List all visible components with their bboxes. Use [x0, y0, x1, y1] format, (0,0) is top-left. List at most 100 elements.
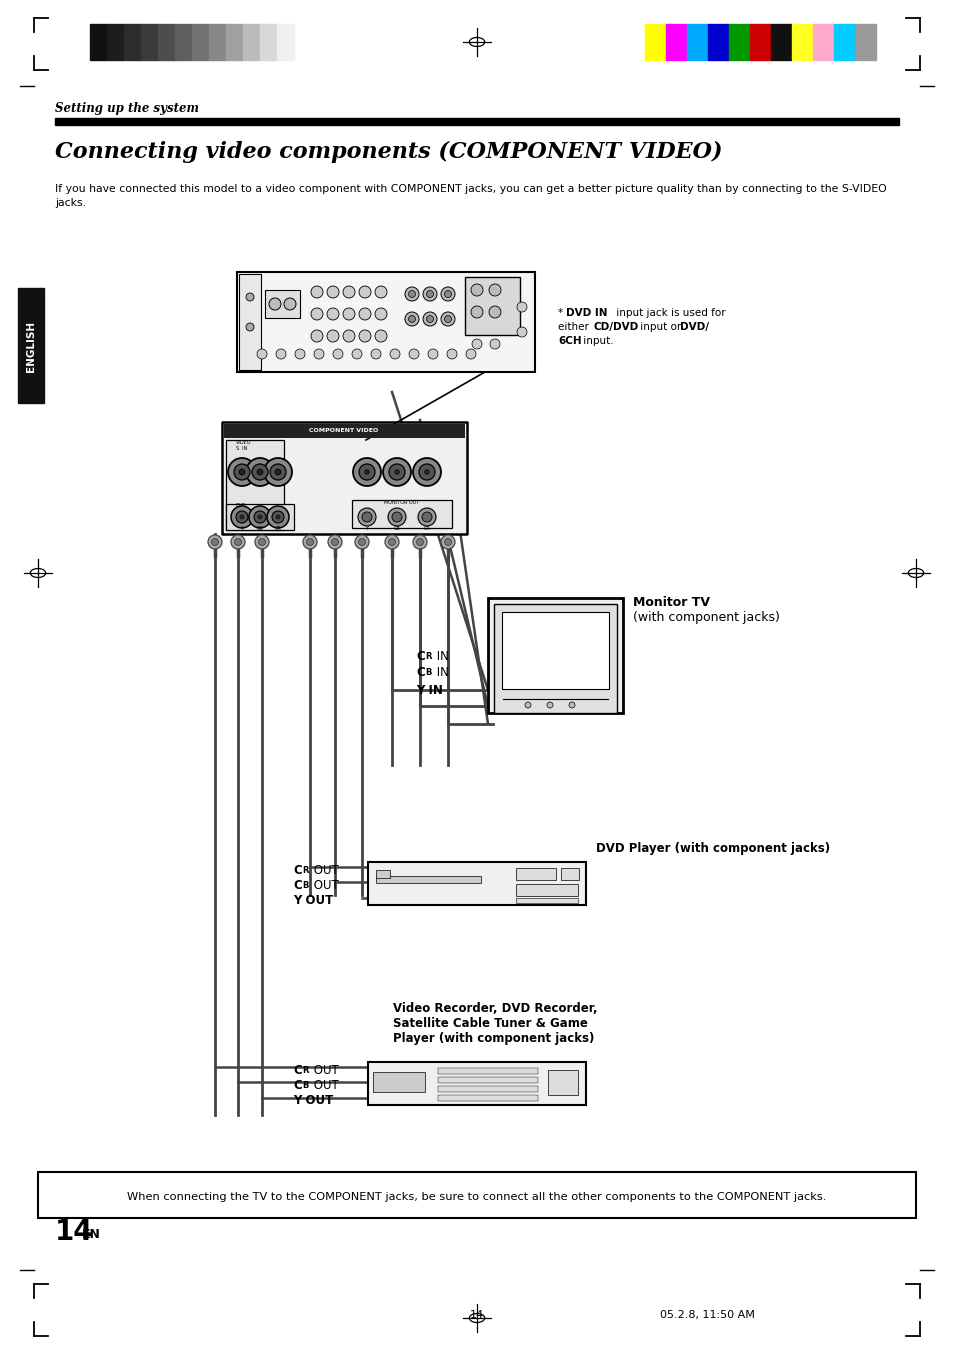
Text: Player (with component jacks): Player (with component jacks) — [393, 1032, 594, 1046]
Circle shape — [416, 539, 423, 546]
Bar — [236, 272, 535, 372]
Bar — [55, 118, 898, 126]
Circle shape — [231, 535, 245, 549]
Bar — [276, 24, 294, 59]
Text: OUT: OUT — [310, 880, 338, 892]
Text: Satellite Cable Tuner & Game: Satellite Cable Tuner & Game — [393, 1017, 587, 1029]
Circle shape — [355, 535, 369, 549]
Bar — [488, 598, 622, 713]
Text: C: C — [293, 865, 301, 877]
Text: DVD: DVD — [235, 503, 247, 508]
Text: VIDEO: VIDEO — [235, 440, 252, 444]
Text: CR: CR — [423, 526, 430, 531]
Bar — [375, 875, 480, 884]
Circle shape — [375, 286, 387, 299]
Text: Connecting video components (COMPONENT VIDEO): Connecting video components (COMPONENT V… — [55, 141, 721, 163]
Bar — [265, 290, 299, 317]
Text: Y IN: Y IN — [416, 684, 442, 697]
Circle shape — [284, 299, 295, 309]
Circle shape — [358, 330, 371, 342]
Circle shape — [371, 349, 380, 359]
Circle shape — [275, 515, 280, 520]
Bar — [192, 24, 209, 59]
Bar — [464, 277, 519, 335]
Circle shape — [239, 515, 244, 520]
Text: Y: Y — [365, 526, 368, 531]
Bar — [437, 1086, 537, 1092]
Bar — [38, 1173, 915, 1219]
Bar — [665, 24, 686, 59]
Circle shape — [517, 303, 526, 312]
Bar — [158, 24, 174, 59]
Circle shape — [382, 458, 411, 486]
Text: If you have connected this model to a video component with COMPONENT jacks, you : If you have connected this model to a vi… — [55, 184, 886, 195]
Bar — [209, 24, 226, 59]
Text: C: C — [416, 666, 424, 680]
Circle shape — [390, 349, 399, 359]
Circle shape — [306, 539, 314, 546]
Bar — [239, 274, 261, 370]
Circle shape — [444, 290, 451, 297]
Bar — [854, 24, 875, 59]
Circle shape — [471, 305, 482, 317]
Circle shape — [422, 312, 436, 326]
Circle shape — [239, 469, 245, 476]
Circle shape — [417, 508, 436, 526]
Circle shape — [471, 284, 482, 296]
Circle shape — [358, 286, 371, 299]
Text: DVD IN: DVD IN — [565, 308, 607, 317]
Bar — [260, 24, 276, 59]
Bar — [437, 1077, 537, 1084]
Circle shape — [440, 312, 455, 326]
Text: Y: Y — [240, 526, 243, 531]
Circle shape — [343, 330, 355, 342]
Bar — [226, 504, 294, 530]
Bar — [547, 1070, 578, 1096]
Bar — [375, 870, 390, 878]
Text: *: * — [558, 308, 566, 317]
Text: C: C — [293, 880, 301, 892]
Bar — [226, 24, 243, 59]
Text: S  IN: S IN — [235, 446, 247, 451]
Circle shape — [343, 308, 355, 320]
Circle shape — [228, 458, 255, 486]
Circle shape — [389, 463, 405, 480]
Circle shape — [408, 316, 416, 323]
Circle shape — [256, 349, 267, 359]
Circle shape — [272, 511, 284, 523]
Circle shape — [357, 508, 375, 526]
Circle shape — [405, 286, 418, 301]
Circle shape — [275, 349, 286, 359]
Circle shape — [447, 349, 456, 359]
Circle shape — [311, 308, 323, 320]
Text: CB: CB — [394, 526, 400, 531]
Bar — [243, 24, 260, 59]
Text: IN: IN — [235, 508, 241, 513]
Circle shape — [394, 469, 399, 476]
Bar — [18, 288, 44, 403]
Bar — [644, 24, 665, 59]
Text: CD/DVD: CD/DVD — [594, 322, 639, 332]
Circle shape — [208, 535, 222, 549]
Circle shape — [333, 349, 343, 359]
Text: When connecting the TV to the COMPONENT jacks, be sure to connect all the other : When connecting the TV to the COMPONENT … — [127, 1192, 826, 1202]
Text: either: either — [558, 322, 592, 332]
Circle shape — [423, 469, 430, 476]
Bar — [90, 24, 107, 59]
Circle shape — [428, 349, 437, 359]
Circle shape — [274, 469, 281, 476]
Bar — [833, 24, 854, 59]
Text: B: B — [424, 667, 431, 677]
Text: IN: IN — [433, 666, 449, 680]
Circle shape — [233, 463, 250, 480]
Circle shape — [388, 539, 395, 546]
Bar — [368, 862, 585, 905]
Circle shape — [358, 539, 365, 546]
Circle shape — [331, 539, 338, 546]
Circle shape — [327, 286, 338, 299]
Circle shape — [246, 458, 274, 486]
Circle shape — [375, 308, 387, 320]
Circle shape — [256, 469, 263, 476]
Bar — [516, 898, 578, 902]
Text: (with component jacks): (with component jacks) — [633, 611, 779, 624]
